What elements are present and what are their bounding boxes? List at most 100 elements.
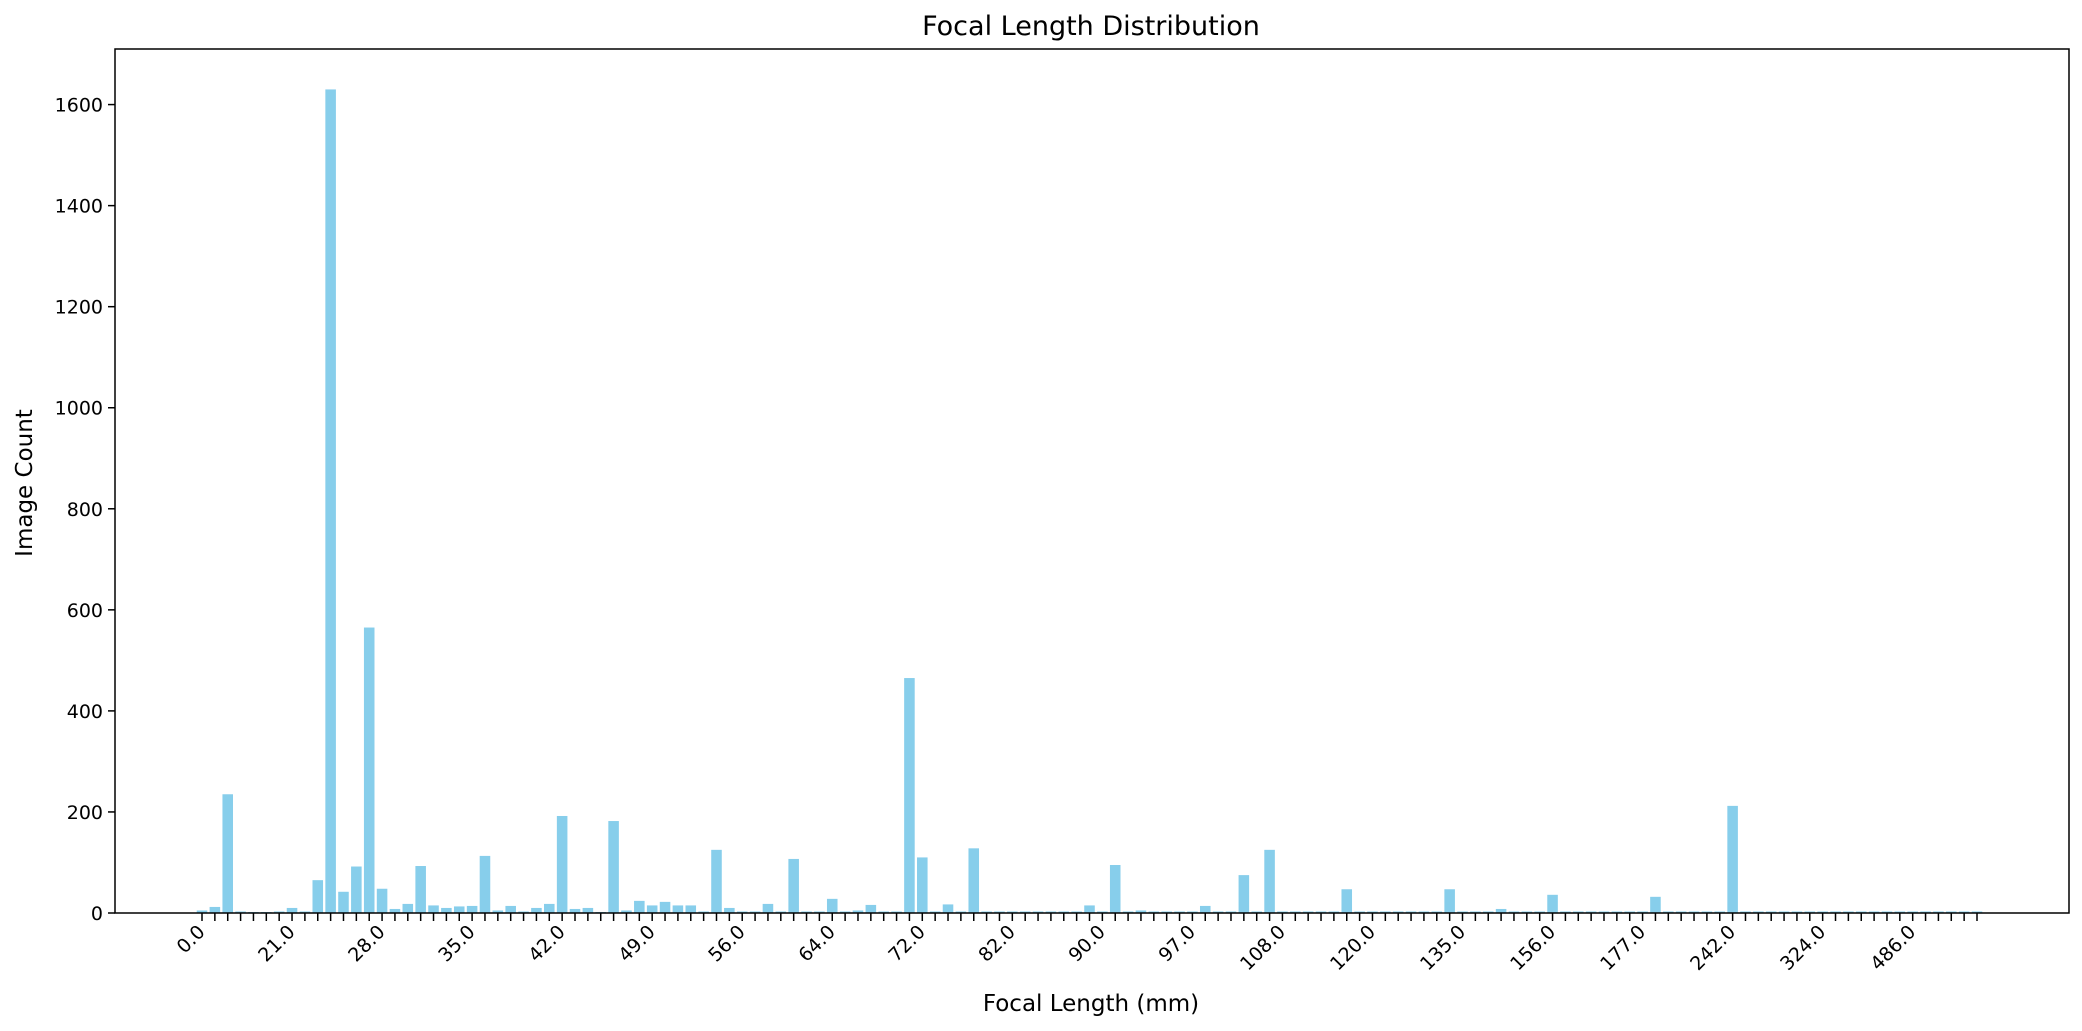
bar [441, 907, 452, 913]
bar [1251, 911, 1262, 913]
bar [1894, 911, 1906, 913]
bar [994, 911, 1005, 913]
x-tick-label: 64.0 [794, 921, 839, 966]
x-tick-label: 35.0 [434, 921, 479, 966]
bar [826, 898, 838, 913]
bar [1753, 911, 1764, 913]
bar [1868, 911, 1880, 913]
bar [1058, 911, 1070, 913]
bar [1315, 911, 1327, 913]
bar [1701, 911, 1713, 913]
bar [1946, 911, 1957, 913]
y-tick-label: 600 [67, 600, 103, 622]
bar [492, 910, 504, 913]
bar [1624, 911, 1635, 913]
bar [839, 911, 851, 913]
x-tick-label: 135.0 [1416, 921, 1470, 975]
x-tick-label: 324.0 [1776, 921, 1830, 975]
bar [968, 848, 980, 913]
bar [453, 906, 465, 913]
bar [415, 866, 426, 913]
bar [1302, 911, 1314, 913]
bar [376, 888, 388, 913]
bar [1109, 865, 1121, 913]
bar [1174, 911, 1185, 913]
x-tick-label: 156.0 [1506, 921, 1560, 975]
bar [1920, 911, 1931, 913]
bar [582, 907, 594, 913]
bar [878, 911, 889, 913]
bar [775, 911, 787, 913]
y-tick-label: 400 [67, 701, 103, 723]
bar [1804, 911, 1816, 913]
bar [1843, 911, 1854, 913]
bar [273, 911, 285, 913]
bar [1354, 911, 1365, 913]
bar [917, 857, 928, 913]
bar [222, 794, 233, 913]
bar [479, 855, 491, 913]
bar [389, 908, 401, 913]
bar [1971, 911, 1983, 913]
bar [1045, 911, 1057, 913]
bar [1855, 911, 1867, 913]
bar [749, 911, 761, 913]
bar [1328, 911, 1340, 913]
bar [312, 880, 324, 913]
bar [1650, 896, 1661, 913]
bar [1418, 911, 1430, 913]
bar [1135, 910, 1147, 913]
bar [1778, 911, 1790, 913]
bar [544, 903, 555, 913]
bar [1727, 805, 1738, 913]
bar [196, 910, 208, 913]
bar [698, 911, 709, 913]
bar [235, 911, 246, 913]
bar [1097, 911, 1108, 913]
bar [1817, 911, 1828, 913]
x-tick-label: 21.0 [254, 921, 299, 966]
bar [1907, 911, 1918, 913]
y-tick-label: 1400 [55, 196, 103, 218]
bar [1277, 911, 1288, 913]
x-tick-label: 28.0 [344, 921, 389, 966]
bar [981, 911, 992, 913]
x-tick-label: 97.0 [1154, 921, 1199, 966]
bar [1714, 911, 1726, 913]
bar [1958, 911, 1970, 913]
x-tick-label: 0.0 [173, 921, 210, 958]
bar [299, 911, 311, 913]
bar [1637, 911, 1648, 913]
bar [1290, 911, 1301, 913]
bar [402, 903, 414, 913]
bar [1521, 911, 1533, 913]
bar [1740, 911, 1751, 913]
bar [1007, 911, 1018, 913]
bar [569, 908, 581, 913]
x-tick-label: 90.0 [1064, 921, 1109, 966]
x-tick-label: 120.0 [1326, 921, 1380, 975]
bar [1572, 911, 1584, 913]
y-tick-label: 1200 [55, 297, 103, 319]
x-tick-label: 49.0 [614, 921, 659, 966]
bar [351, 866, 362, 913]
bar [1663, 911, 1674, 913]
bar [1199, 905, 1211, 913]
bar [801, 911, 812, 913]
bar [1071, 911, 1082, 913]
bar [865, 904, 877, 913]
bar [1380, 911, 1391, 913]
x-axis-label: Focal Length (mm) [983, 991, 1199, 1017]
bar [955, 911, 967, 913]
bar [428, 905, 439, 913]
x-axis: 0.0 21.0 28.0 35.0 42.0 49.0 56.0 64.0 72.0 82.0 9… [173, 913, 1978, 975]
x-tick-label: 42.0 [524, 921, 569, 966]
bar [338, 891, 349, 913]
bar [1148, 911, 1160, 913]
bar [929, 911, 941, 913]
bar [325, 89, 336, 914]
bar [531, 907, 542, 913]
bar [1765, 911, 1777, 913]
bar [659, 901, 671, 913]
